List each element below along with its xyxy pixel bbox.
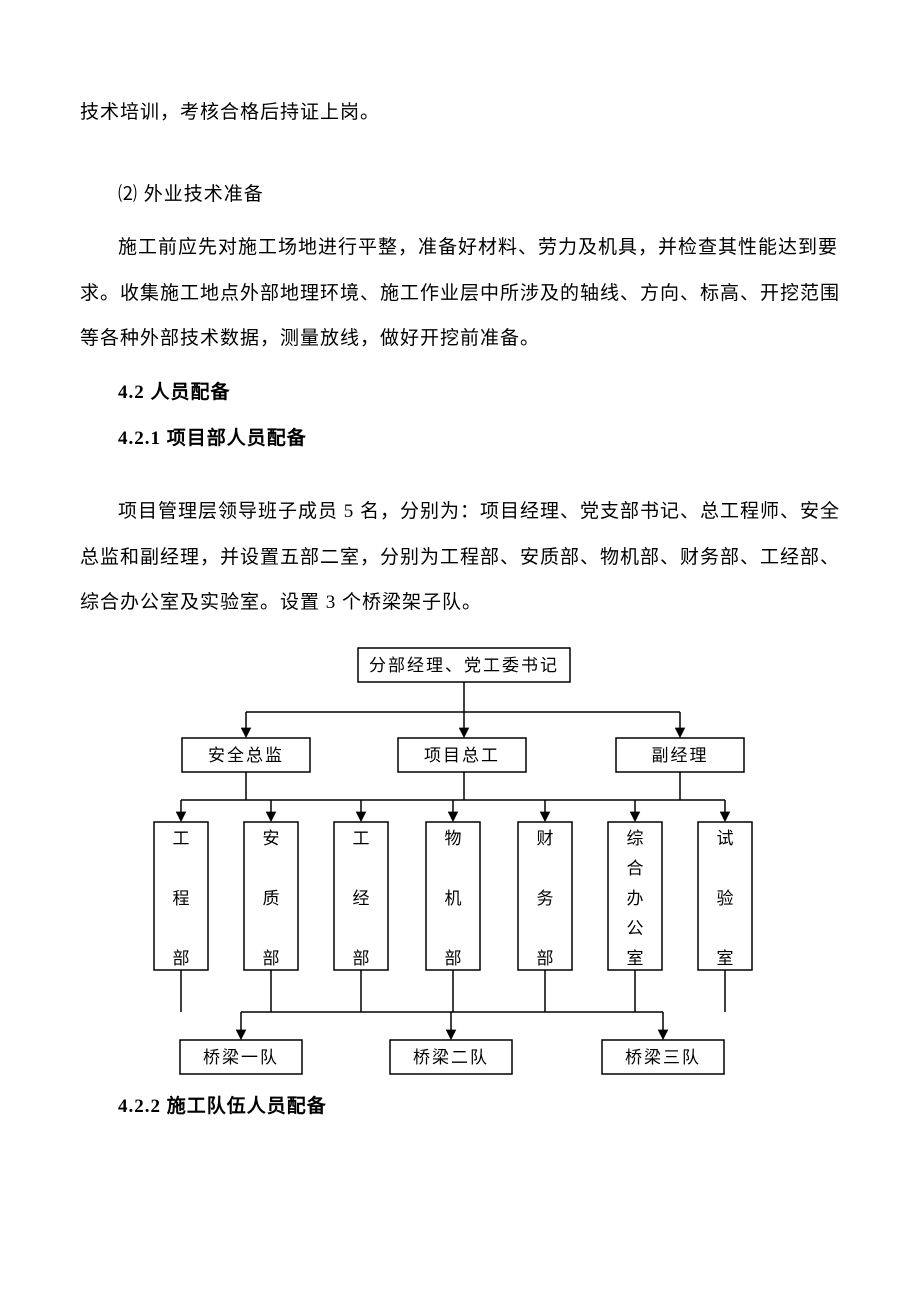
- svg-text:副经理: 副经理: [652, 746, 709, 765]
- svg-text:经: 经: [353, 889, 370, 908]
- spacer: [80, 461, 840, 489]
- svg-text:桥梁三队: 桥梁三队: [625, 1048, 701, 1067]
- paragraph: ⑵ 外业技术准备: [80, 172, 840, 218]
- svg-text:合: 合: [627, 859, 644, 878]
- svg-text:工: 工: [353, 829, 370, 848]
- svg-text:安全总监: 安全总监: [208, 746, 284, 765]
- svg-text:办: 办: [627, 889, 644, 908]
- svg-text:桥梁二队: 桥梁二队: [413, 1048, 489, 1067]
- svg-text:部: 部: [173, 949, 190, 968]
- svg-text:分部经理、党工委书记: 分部经理、党工委书记: [369, 656, 559, 675]
- svg-text:桥梁一队: 桥梁一队: [203, 1048, 279, 1067]
- heading-4-2-1: 4.2.1 项目部人员配备: [80, 416, 840, 462]
- svg-text:验: 验: [717, 889, 734, 908]
- heading-4-2: 4.2 人员配备: [80, 370, 840, 416]
- svg-text:试: 试: [717, 829, 734, 848]
- svg-text:部: 部: [445, 949, 462, 968]
- svg-text:工: 工: [173, 829, 190, 848]
- svg-text:室: 室: [627, 949, 644, 968]
- svg-text:安: 安: [263, 829, 280, 848]
- svg-text:项目总工: 项目总工: [424, 746, 500, 765]
- spacer: [80, 144, 840, 172]
- svg-text:部: 部: [263, 949, 280, 968]
- paragraph: 施工前应先对施工场地进行平整，准备好材料、劳力及机具，并检查其性能达到要求。收集…: [80, 225, 840, 362]
- svg-text:室: 室: [717, 949, 734, 968]
- svg-text:综: 综: [627, 829, 644, 848]
- svg-text:程: 程: [173, 889, 190, 908]
- svg-text:务: 务: [537, 889, 554, 908]
- heading-4-2-2: 4.2.2 施工队伍人员配备: [80, 1091, 840, 1118]
- svg-text:公: 公: [627, 919, 644, 938]
- svg-text:财: 财: [537, 829, 554, 848]
- svg-text:机: 机: [445, 889, 462, 908]
- paragraph: 技术培训，考核合格后持证上岗。: [80, 90, 840, 136]
- svg-text:质: 质: [263, 889, 280, 908]
- org-chart-svg: 分部经理、党工委书记安全总监 项目总工 副经理工程部 安质部 工经部 物机部 财务部 综合办公…: [118, 644, 788, 1082]
- paragraph: 项目管理层领导班子成员 5 名，分别为：项目经理、党支部书记、总工程师、安全总监…: [80, 489, 840, 626]
- svg-text:部: 部: [353, 949, 370, 968]
- svg-text:物: 物: [445, 829, 462, 848]
- org-chart: 分部经理、党工委书记安全总监 项目总工 副经理工程部 安质部 工经部 物机部 财务部 综合办公…: [118, 644, 788, 1087]
- svg-text:部: 部: [537, 949, 554, 968]
